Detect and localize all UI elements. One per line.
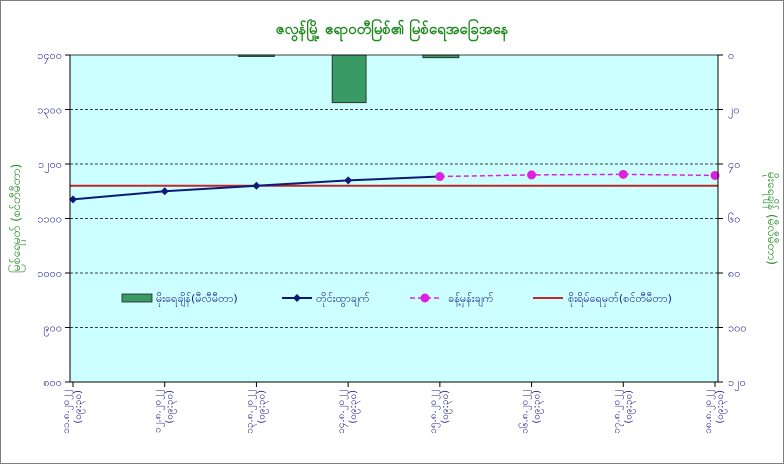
left-axis-ticks: ၈၀၀ ၉၀၀ ၁၀၀၀ ၁၁၀၀ ၁၂၀၀ ၁၃၀၀ ၁၄၀၀ — [37, 49, 70, 389]
legend: မိုးရေချိန်(မီလီမီတာ) တိုင်းထွာချက် ခန့်မှ… — [121, 292, 672, 307]
left-axis-label: မြစ်ရေမှတ် (စင်တီမီတာ) — [7, 164, 26, 273]
forecast-point — [435, 172, 445, 182]
x-tick-label: ၁၂.၈.၂၀၂၂(၀၉:၃၀) — [153, 390, 178, 433]
observed-point — [344, 176, 353, 185]
x-axis-ticks: ၁၁.၈.၂၀၂၂(၀၉:၃၀) ၁၂.၈.၂၀၂၂(၀၉:၃၀) ၁၃.၈.၂၀၂… — [61, 382, 728, 434]
right-tick-label: ၈၀ — [728, 267, 740, 280]
right-tick-label: ၆၀ — [728, 213, 740, 226]
x-tick-label: ၁၄.၈.၂၀၂၂(၀၉:၃၀) — [336, 390, 361, 434]
right-tick-label: ၁၂၀ — [728, 376, 746, 391]
right-axis-label: မိုးရေချိန် (မီလီမီတာ) — [762, 172, 780, 265]
right-axis-ticks: ၁၂၀ ၁၀၀ ၈၀ ၆၀ ၄၀ ၂၀ ၀ — [718, 49, 747, 391]
right-tick-label: ၀ — [728, 49, 734, 62]
left-tick-label: ၁၃၀၀ — [37, 104, 62, 119]
left-tick-label: ၉၀၀ — [43, 322, 62, 337]
legend-marker-observed — [293, 294, 301, 302]
left-tick-label: ၁၁၀၀ — [37, 213, 62, 226]
rain-bars — [238, 54, 460, 104]
right-tick-label: ၂၀ — [728, 104, 740, 119]
x-tick-label: ၁၇.၈.၂၀၂၂(၀၉:၃၀) — [611, 390, 636, 434]
left-tick-label: ၈၀၀ — [43, 376, 62, 389]
series-lines — [69, 169, 720, 204]
gridlines — [70, 109, 718, 328]
right-tick-label: ၄၀ — [728, 158, 740, 173]
x-tick-label: ၁၈.၈.၂၀၂၂(၀၉:၃၀) — [703, 390, 728, 434]
chart-title: ဇလွန်မြို့ ဧရာဝတီမြစ်၏ မြစ်ရေအခြေအနေ — [276, 18, 509, 42]
legend-label-rain: မိုးရေချိန်(မီလီမီတာ) — [156, 292, 238, 307]
observed-point — [160, 187, 169, 196]
legend-label-danger: စိုးရိမ်ရေမှတ်(စင်တီမီတာ) — [568, 292, 672, 307]
rain-bar — [422, 54, 460, 59]
legend-label-observed: တိုင်းထွာချက် — [316, 292, 370, 307]
observed-point — [252, 181, 261, 190]
x-tick-label: ၁၁.၈.၂၀၂၂(၀၉:၃၀) — [61, 390, 86, 434]
forecast-point — [618, 169, 628, 179]
x-tick-label: ၁၃.၈.၂၀၂၂(၀၉:၃၀) — [244, 390, 269, 434]
observed-point — [69, 195, 77, 204]
legend-label-forecast: ခန့်မှန်းချက် — [448, 292, 494, 307]
left-tick-label: ၁၄၀၀ — [37, 49, 62, 64]
forecast-point — [527, 170, 537, 180]
legend-swatch-rain — [121, 293, 153, 303]
forecast-point — [710, 170, 720, 180]
rain-bar — [331, 54, 367, 104]
forecast-line — [439, 173, 716, 178]
x-tick-label: ၁၆.၈.၂၀၂၂(၀၉:၃၀) — [518, 390, 545, 434]
legend-marker-forecast — [420, 293, 430, 303]
right-tick-label: ၁၀၀ — [728, 322, 747, 335]
x-tick-label: ၁၅.၈.၂၀၂၂(၀၉:၃၀) — [428, 390, 453, 434]
left-tick-label: ၁၀၀၀ — [37, 267, 62, 280]
left-tick-label: ၁၂၀၀ — [38, 158, 62, 173]
